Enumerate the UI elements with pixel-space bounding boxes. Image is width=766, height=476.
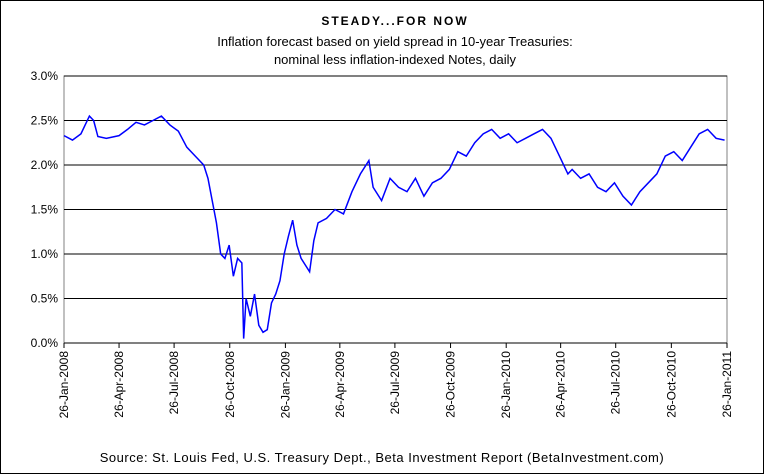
chart-subtitle: Inflation forecast based on yield spread… [217,34,573,49]
x-tick-label: 26-Jul-2009 [388,351,402,415]
x-tick-label: 26-Jan-2011 [720,351,734,418]
y-tick-label: 1.0% [31,247,59,261]
x-tick-label: 26-Jul-2010 [609,351,623,415]
x-tick-label: 26-Jan-2009 [278,351,292,419]
chart-title: STEADY...FOR NOW [321,14,468,28]
x-tick-label: 26-Oct-2008 [223,351,237,418]
y-tick-label: 0.0% [31,336,59,350]
y-tick-label: 0.5% [31,292,59,306]
source-note: Source: St. Louis Fed, U.S. Treasury Dep… [100,450,664,465]
x-tick-label: 26-Oct-2009 [444,351,458,418]
x-tick-label: 26-Jul-2008 [167,351,181,415]
data-line [63,114,725,339]
x-tick-label: 26-Jan-2008 [57,351,71,419]
x-tick-label: 26-Apr-2010 [554,351,568,418]
x-tick-label: 26-Apr-2008 [112,351,126,418]
y-tick-label: 1.5% [31,203,59,217]
y-tick-label: 2.5% [31,114,59,128]
y-tick-label: 3.0% [31,69,59,83]
y-tick-label: 2.0% [31,158,59,172]
x-tick-label: 26-Jan-2010 [499,351,513,419]
x-tick-label: 26-Oct-2010 [664,351,678,418]
x-tick-label: 26-Apr-2009 [333,351,347,418]
chart-subtitle: nominal less inflation-indexed Notes, da… [274,52,517,67]
